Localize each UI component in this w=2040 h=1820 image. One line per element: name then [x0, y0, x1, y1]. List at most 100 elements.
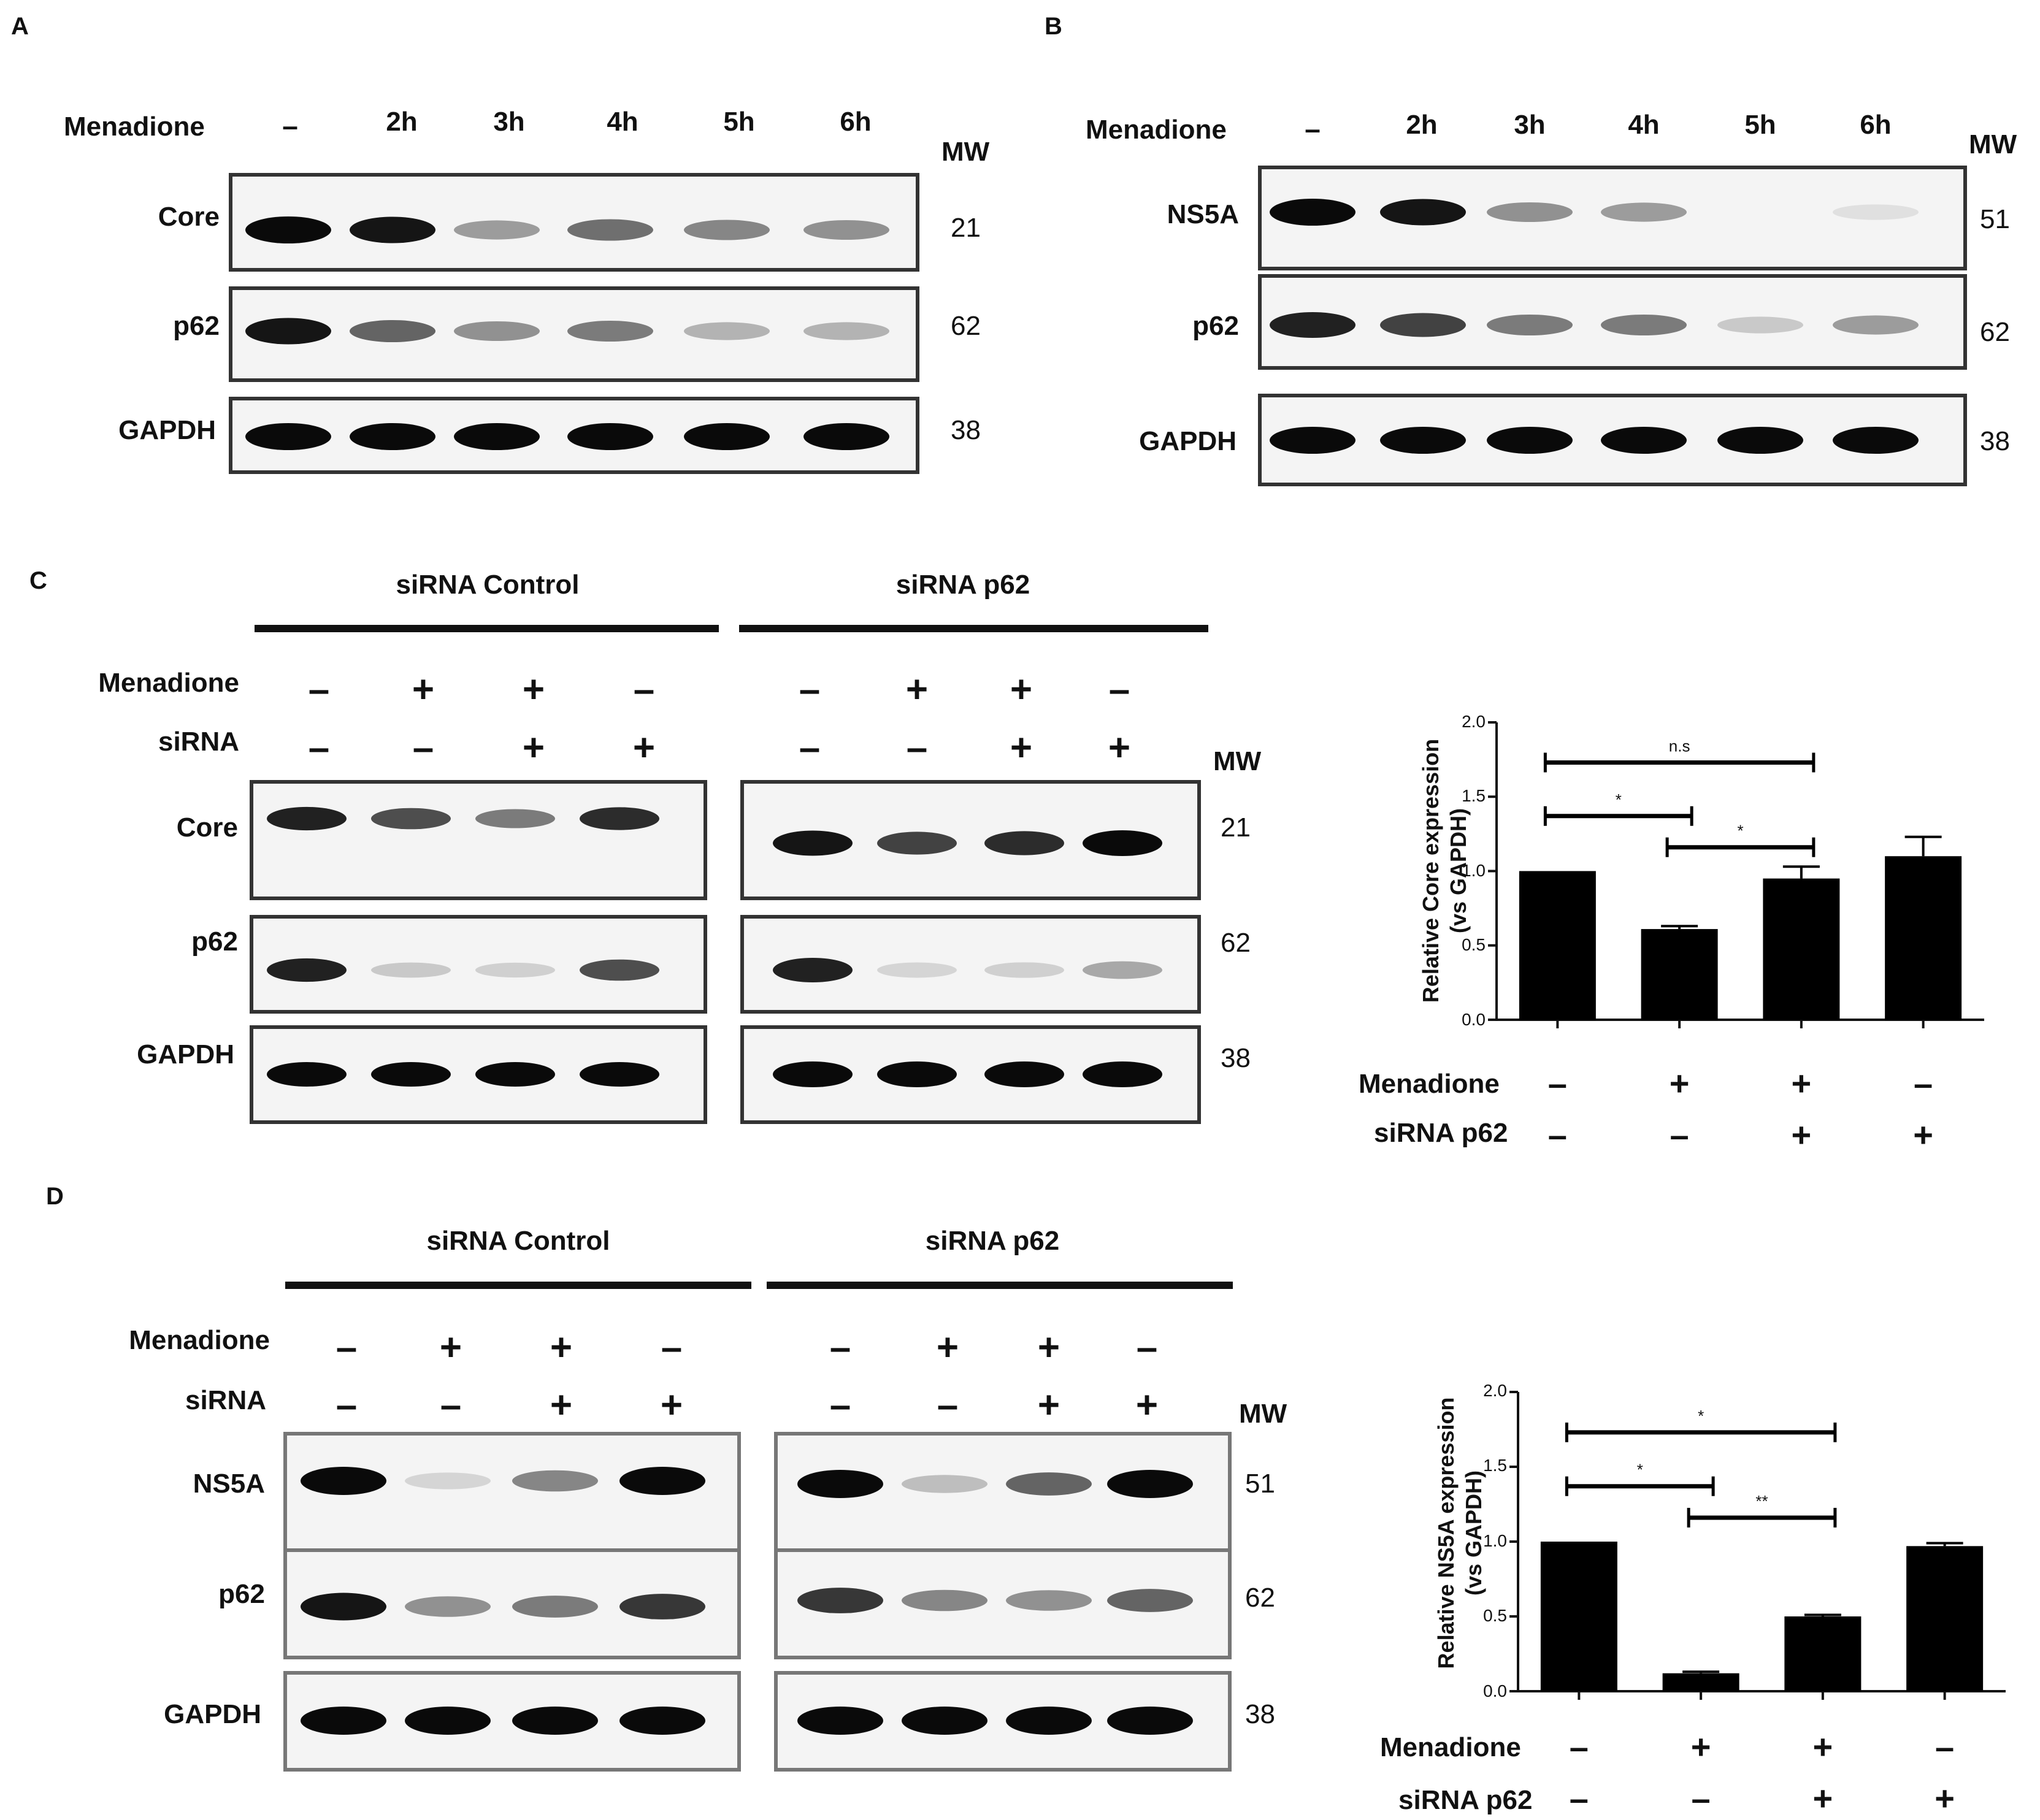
- significance-label: **: [1755, 1492, 1768, 1510]
- western-blot-band: [267, 1062, 347, 1087]
- plus-sign: +: [440, 1326, 462, 1369]
- western-blot-band: [475, 809, 555, 828]
- western-blot-band: [1601, 427, 1687, 454]
- western-blot-band: [1601, 314, 1687, 336]
- western-blot-band: [1083, 961, 1162, 979]
- panel-c-blot-label: p62: [191, 927, 238, 957]
- western-blot-band: [301, 1467, 386, 1495]
- plus-sign: +: [412, 668, 434, 711]
- plus-sign: +: [1913, 1115, 1933, 1154]
- western-blot-band: [773, 830, 853, 856]
- panel-d-mw-value: 51: [1245, 1469, 1275, 1499]
- panel-a-treatment-label: Menadione: [64, 112, 205, 142]
- western-blot-band: [371, 962, 451, 978]
- minus-sign: –: [336, 1326, 357, 1369]
- plus-sign: +: [1010, 668, 1032, 711]
- western-blot-band: [245, 423, 331, 450]
- western-blot-band: [803, 423, 889, 450]
- panel-d-chart-ytick-labels: 0.0 0.5 1.0 1.5 2.0: [1483, 1381, 1507, 1700]
- minus-sign: –: [1548, 1064, 1567, 1103]
- western-blot-band: [1083, 1061, 1162, 1087]
- panel-d-ytick-label: 1.0: [1483, 1531, 1507, 1550]
- panel-c-ytick-label: 0.0: [1462, 1010, 1486, 1029]
- panel-c-mw-value: 21: [1221, 812, 1251, 843]
- western-blot-band: [684, 423, 770, 450]
- western-blot-band: [371, 1062, 451, 1087]
- panel-c-bands: [267, 806, 1162, 1087]
- panel-a-bands: [245, 216, 889, 450]
- panel-c-mw-label: MW: [1213, 746, 1262, 776]
- minus-sign: –: [1692, 1779, 1711, 1818]
- panel-c-ytick-label: 2.0: [1462, 712, 1486, 731]
- panel-letter-a: A: [11, 13, 29, 40]
- western-blot-band: [619, 1467, 705, 1495]
- panel-a-lane-label: 5h: [723, 107, 754, 137]
- minus-sign: –: [1914, 1064, 1933, 1103]
- western-blot-band: [1833, 315, 1919, 335]
- minus-sign: –: [937, 1384, 958, 1426]
- panel-b-lane-label: 4h: [1628, 110, 1659, 140]
- panel-d-ytick-label: 0.0: [1483, 1681, 1507, 1700]
- panel-d-row-label: siRNA: [185, 1385, 266, 1415]
- western-blot-band: [1107, 1589, 1193, 1612]
- plus-sign: +: [550, 1326, 572, 1369]
- panel-a-blot-label: p62: [173, 311, 220, 341]
- bar: [1641, 929, 1718, 1020]
- western-blot-band: [512, 1707, 598, 1735]
- panel-c-bar-chart: Relative Core expression (vs GAPDH) 0.0 …: [1359, 712, 1984, 1154]
- panel-c-row-label: siRNA: [158, 727, 239, 757]
- plus-sign: +: [1136, 1384, 1158, 1426]
- plus-sign: +: [1010, 727, 1032, 769]
- panel-b-lane-label: –: [1305, 113, 1321, 145]
- significance-label: *: [1616, 790, 1622, 809]
- plus-sign: +: [1792, 1064, 1812, 1103]
- western-blot-band: [619, 1707, 705, 1735]
- panel-c-chart-ytick-labels: 0.0 0.5 1.0 1.5 2.0: [1462, 712, 1486, 1029]
- panel-d-ytick-label: 1.5: [1483, 1456, 1507, 1475]
- western-blot-band: [1487, 427, 1573, 454]
- western-blot-band: [803, 220, 889, 240]
- panel-letter-c: C: [29, 567, 47, 594]
- panel-c-blot-core-control: [250, 780, 707, 900]
- western-blot-band: [877, 832, 957, 855]
- significance-label: *: [1737, 822, 1743, 840]
- plus-sign: +: [906, 668, 928, 711]
- western-blot-band: [1380, 199, 1466, 226]
- western-blot-band: [1833, 204, 1919, 220]
- plus-sign: +: [661, 1384, 683, 1426]
- minus-sign: –: [830, 1384, 851, 1426]
- significance-label: *: [1637, 1461, 1643, 1479]
- panel-b-lane-label: 5h: [1744, 110, 1776, 140]
- minus-sign: –: [1109, 668, 1130, 711]
- plus-sign: +: [550, 1384, 572, 1426]
- western-blot-band: [1006, 1707, 1092, 1735]
- western-blot-band: [1006, 1590, 1092, 1611]
- panel-b-lane-labels: – 2h 3h 4h 5h 6h: [1305, 110, 1891, 145]
- western-blot-band: [267, 958, 347, 982]
- panel-b-bands: [1270, 199, 1919, 454]
- western-blot-band: [350, 216, 435, 243]
- panel-d-group-label: siRNA Control: [426, 1226, 610, 1256]
- panel-d-blot-label: p62: [218, 1579, 265, 1609]
- panel-d-row-label: Menadione: [129, 1325, 270, 1355]
- minus-sign: –: [1570, 1727, 1589, 1766]
- minus-sign: –: [907, 727, 927, 769]
- panel-a-mw-value: 21: [951, 213, 981, 243]
- bar: [1519, 871, 1596, 1020]
- minus-sign: –: [1137, 1326, 1157, 1369]
- panel-c-ytick-label: 0.5: [1462, 935, 1486, 954]
- western-blot-band: [902, 1589, 987, 1612]
- western-blot-band: [475, 1062, 555, 1087]
- bar: [1540, 1542, 1617, 1691]
- western-blot-band: [1083, 830, 1162, 856]
- significance-label: n.s: [1669, 736, 1690, 755]
- western-blot-band: [1717, 427, 1803, 454]
- western-blot-band: [1006, 1472, 1092, 1496]
- panel-b-lane-label: 2h: [1406, 110, 1437, 140]
- western-blot-band: [1601, 202, 1687, 222]
- western-blot-band: [773, 957, 853, 983]
- western-blot-band: [1270, 199, 1356, 226]
- western-blot-band: [405, 1472, 491, 1489]
- panel-d-mw-value: 62: [1245, 1583, 1275, 1613]
